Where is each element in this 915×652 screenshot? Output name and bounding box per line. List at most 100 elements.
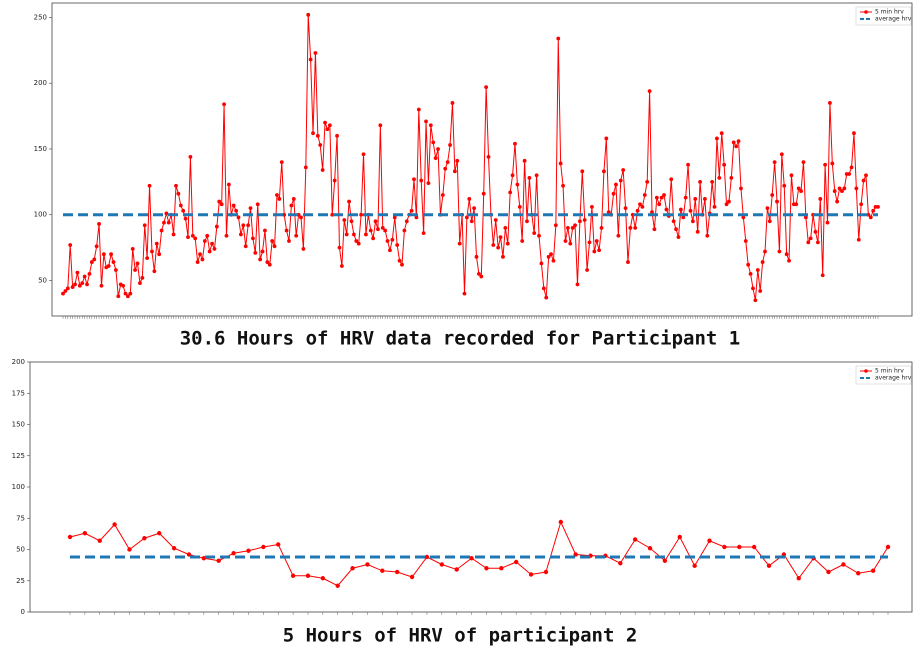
data-point [157, 252, 162, 257]
data-point [650, 210, 654, 215]
data-point [830, 161, 835, 166]
data-point [731, 140, 736, 145]
data-point [727, 199, 731, 204]
data-point [111, 260, 116, 264]
data-point [97, 222, 101, 226]
data-point [450, 101, 455, 105]
data-point [267, 262, 272, 267]
data-point [82, 274, 87, 279]
data-point [308, 57, 313, 62]
data-point [703, 197, 707, 201]
data-point [428, 123, 433, 128]
data-point [135, 261, 140, 266]
data-point [582, 218, 587, 222]
data-point [565, 225, 570, 230]
data-point [543, 569, 549, 575]
data-point [813, 229, 818, 234]
data-point [599, 225, 604, 230]
data-point [351, 232, 356, 237]
data-point [159, 228, 164, 233]
data-point [854, 186, 859, 191]
data-point [481, 191, 486, 196]
data-point [265, 260, 270, 264]
data-point [763, 249, 767, 254]
legend-label: 5 min hrv [875, 368, 904, 375]
data-point [722, 544, 727, 550]
data-point [659, 195, 664, 200]
data-point [558, 519, 563, 525]
data-point [123, 291, 128, 296]
data-point [426, 181, 431, 186]
data-point [782, 183, 787, 188]
y-tick-label: 50 [38, 276, 47, 284]
data-point [198, 252, 202, 257]
data-point [496, 245, 501, 250]
data-point [409, 208, 414, 213]
data-point [368, 228, 373, 233]
data-point [719, 131, 724, 136]
data-point [234, 208, 238, 213]
data-point [517, 204, 522, 209]
data-point [390, 237, 395, 242]
y-tick-label: 100 [12, 483, 25, 491]
data-point [546, 254, 551, 259]
data-point [164, 211, 169, 216]
data-point [299, 215, 303, 220]
data-point [799, 189, 803, 193]
data-point [291, 197, 296, 201]
data-point [190, 233, 195, 238]
data-point [522, 158, 527, 163]
data-point [421, 231, 426, 236]
data-point [359, 212, 364, 217]
data-point [626, 260, 630, 264]
y-tick-label: 25 [16, 577, 25, 585]
data-point [236, 215, 241, 220]
data-point [301, 247, 306, 251]
data-point [113, 268, 118, 272]
data-point [678, 207, 683, 212]
data-point [635, 208, 640, 213]
data-point [849, 165, 854, 170]
data-point [705, 233, 710, 238]
data-point [823, 162, 828, 167]
data-point [618, 178, 623, 183]
data-point [186, 235, 190, 239]
y-tick-label: 250 [34, 13, 47, 21]
data-point [729, 176, 734, 180]
data-point [815, 240, 820, 245]
data-point [154, 241, 159, 246]
data-point [570, 225, 575, 230]
data-point [373, 219, 378, 224]
data-point [231, 551, 236, 556]
data-point [289, 203, 294, 208]
data-point [832, 189, 837, 193]
data-point [412, 177, 416, 182]
series-line [62, 14, 878, 301]
series-line [69, 520, 889, 587]
data-point [455, 158, 460, 163]
data-point [80, 281, 85, 286]
data-point [669, 177, 674, 182]
y-tick-label: 150 [12, 421, 25, 429]
data-point [765, 206, 770, 211]
data-point [766, 563, 772, 568]
data-point [315, 133, 320, 138]
data-point [75, 270, 80, 275]
data-point [712, 204, 717, 209]
data-point [239, 232, 243, 237]
data-point [758, 289, 763, 293]
data-point [275, 193, 279, 197]
data-point [462, 291, 467, 296]
data-point [662, 193, 666, 197]
data-point [796, 186, 801, 191]
data-point [127, 547, 132, 552]
data-point [772, 160, 777, 165]
data-point [537, 233, 541, 238]
data-point [150, 249, 154, 254]
data-point [491, 243, 496, 247]
data-point [395, 243, 400, 247]
data-point [474, 254, 479, 259]
data-point [528, 572, 534, 577]
data-point [380, 225, 385, 230]
data-point [657, 202, 662, 207]
